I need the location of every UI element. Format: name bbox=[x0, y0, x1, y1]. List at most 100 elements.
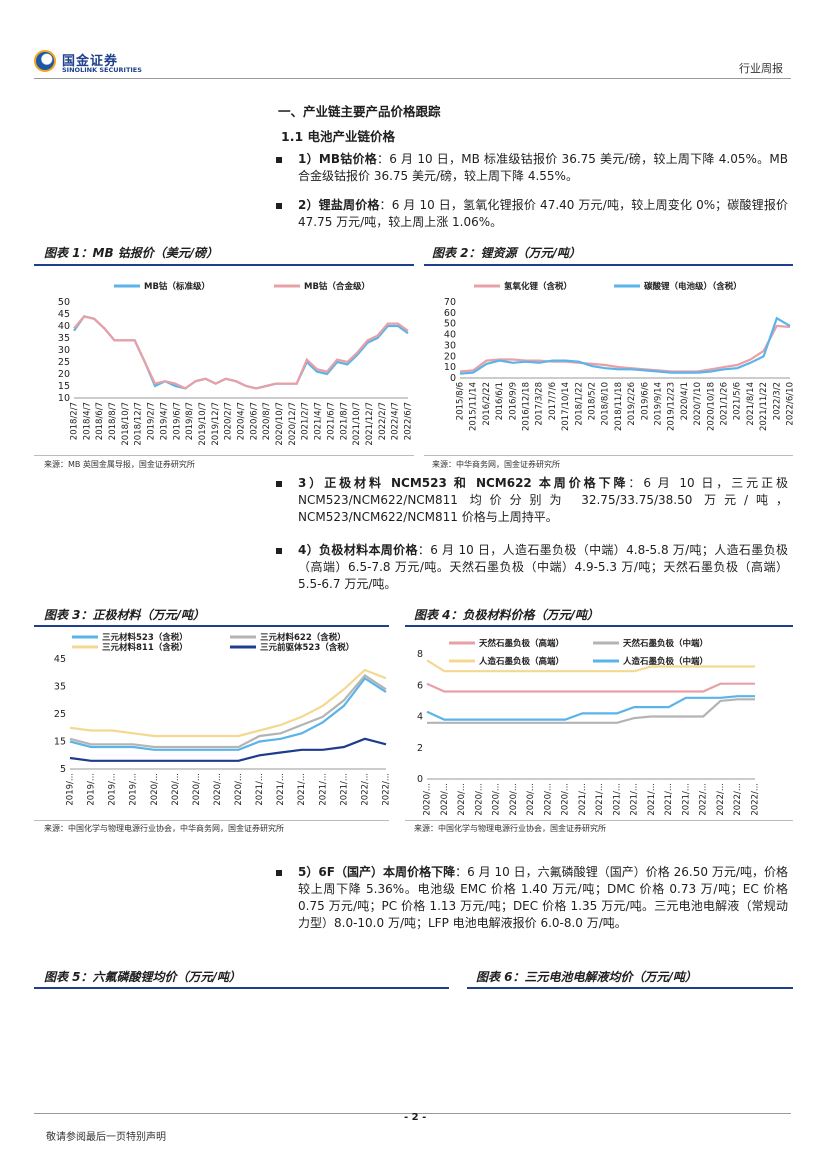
y-tick-label: 2 bbox=[417, 743, 423, 754]
logo-chinese-name: 国金证券 bbox=[62, 54, 119, 69]
x-tick-label: 2018/4/7 bbox=[82, 402, 92, 440]
x-tick-label: 2019/... bbox=[66, 773, 76, 806]
x-tick-label: 2019/... bbox=[129, 773, 139, 806]
y-tick-label: 10 bbox=[58, 393, 70, 404]
x-tick-label: 2020/12/7 bbox=[288, 402, 298, 446]
x-tick-label: 2021/12/7 bbox=[365, 402, 375, 446]
x-tick-label: 2022/2/7 bbox=[378, 402, 388, 440]
x-tick-label: 2021/... bbox=[647, 783, 657, 816]
report-type-label: 行业周报 bbox=[739, 62, 783, 75]
figure-2-bottom-rule bbox=[424, 455, 793, 456]
y-tick-label: 70 bbox=[444, 297, 456, 308]
x-tick-label: 2021/... bbox=[630, 783, 640, 816]
figure-4-bottom-rule bbox=[405, 820, 793, 821]
page-number: - 2 - bbox=[404, 1112, 427, 1123]
legend-label: 三元材料811（含税） bbox=[102, 642, 188, 653]
figure-3-bottom-rule bbox=[34, 820, 389, 821]
series-line-1 bbox=[69, 676, 387, 751]
header-divider bbox=[34, 78, 791, 79]
bullet-anode-price: 4）负极材料本周价格：6 月 10 日，人造石墨负极（中端）4.8-5.8 万/… bbox=[298, 542, 788, 593]
x-tick-label: 2021/... bbox=[664, 783, 674, 816]
x-tick-label: 2018/8/7 bbox=[108, 402, 118, 440]
figure-2-title: 图表 2：锂资源（万元/吨） bbox=[432, 246, 581, 260]
x-tick-label: 2020/... bbox=[440, 783, 450, 816]
x-tick-label: 2018/10/7 bbox=[121, 402, 131, 446]
figure-6-title: 图表 6：三元电池电解液均价（万元/吨） bbox=[476, 970, 697, 984]
section-heading: 一、产业链主要产品价格跟踪 bbox=[278, 104, 441, 119]
figure-4-title-rule bbox=[405, 625, 793, 627]
x-tick-label: 2020/7/10 bbox=[693, 382, 703, 426]
x-tick-label: 2020/... bbox=[150, 773, 160, 806]
figure-1-bottom-rule bbox=[34, 455, 414, 456]
x-tick-label: 2021/8/14 bbox=[746, 382, 756, 426]
figure-2-source: 来源：中华商务网，国金证券研究所 bbox=[432, 460, 560, 469]
y-tick-label: 45 bbox=[54, 654, 66, 665]
bullet-electrolyte-text: ：6 月 10 日，六氟磷酸锂（国产）价格 26.50 万元/吨，价格较上周下降… bbox=[298, 865, 788, 930]
bullet-marker bbox=[276, 548, 282, 554]
x-tick-label: 2020/... bbox=[474, 783, 484, 816]
x-tick-label: 2021/11/22 bbox=[759, 382, 769, 431]
y-tick-label: 20 bbox=[58, 369, 70, 380]
x-tick-label: 2019/4/7 bbox=[159, 402, 169, 440]
legend-label: 天然石墨负极（高端） bbox=[479, 638, 564, 649]
x-tick-label: 2019/12/7 bbox=[211, 402, 221, 446]
x-tick-label: 2020/... bbox=[509, 783, 519, 816]
x-tick-label: 2021/4/7 bbox=[314, 402, 324, 440]
y-tick-label: 15 bbox=[54, 737, 66, 748]
bullet-cobalt-text: ：6 月 10 日，MB 标准级钴报价 36.75 美元/磅，较上周下降 4.0… bbox=[298, 152, 788, 183]
y-tick-label: 0 bbox=[417, 774, 423, 785]
x-tick-label: 2021/... bbox=[318, 773, 328, 806]
bullet-marker bbox=[276, 203, 282, 209]
y-tick-label: 10 bbox=[444, 362, 456, 373]
x-tick-label: 2021/10/7 bbox=[352, 402, 362, 446]
series-line-3 bbox=[69, 668, 387, 738]
x-tick-label: 2017/7/6 bbox=[548, 382, 558, 420]
series-line-2 bbox=[427, 698, 755, 724]
bullet-anode-title: 4）负极材料本周价格 bbox=[298, 543, 418, 557]
y-tick-label: 50 bbox=[58, 297, 70, 308]
x-tick-label: 2020/... bbox=[234, 773, 244, 806]
x-tick-label: 2022/... bbox=[733, 783, 743, 816]
y-tick-label: 40 bbox=[58, 321, 70, 332]
x-tick-label: 2021/... bbox=[276, 773, 286, 806]
x-tick-label: 2019/6/6 bbox=[640, 382, 650, 420]
x-tick-label: 2019/... bbox=[108, 773, 118, 806]
figure-3-title-rule bbox=[34, 625, 389, 627]
x-tick-label: 2019/9/14 bbox=[654, 382, 664, 426]
x-tick-label: 2018/11/18 bbox=[614, 382, 624, 431]
y-tick-label: 30 bbox=[444, 340, 456, 351]
series-line-4 bbox=[69, 737, 387, 762]
y-tick-label: 5 bbox=[60, 764, 66, 775]
x-tick-label: 2018/8/10 bbox=[601, 382, 611, 426]
x-tick-label: 2018/5/2 bbox=[588, 382, 598, 420]
x-tick-label: 2020/... bbox=[561, 783, 571, 816]
legend-label: MB钴（合金级） bbox=[304, 281, 370, 292]
bullet-marker bbox=[276, 870, 282, 876]
x-tick-label: 2021/1/26 bbox=[720, 382, 730, 426]
x-tick-label: 2022/... bbox=[716, 783, 726, 816]
x-tick-label: 2021/8/7 bbox=[339, 402, 349, 440]
logo-english-name: SINOLINK SECURITIES bbox=[62, 66, 142, 74]
legend-label: 三元材料523（含税） bbox=[102, 632, 188, 643]
legend-label: 碳酸锂（电池级）（含税） bbox=[644, 281, 742, 292]
x-tick-label: 2021/... bbox=[681, 783, 691, 816]
series-line-1 bbox=[426, 682, 755, 693]
x-tick-label: 2018/1/22 bbox=[574, 382, 584, 426]
series-line-4 bbox=[426, 695, 755, 721]
x-tick-label: 2020/... bbox=[457, 783, 467, 816]
x-tick-label: 2022/... bbox=[699, 783, 709, 816]
bullet-electrolyte-price: 5）6F（国产）本周价格下降：6 月 10 日，六氟磷酸锂（国产）价格 26.5… bbox=[298, 864, 788, 932]
x-tick-label: 2018/12/7 bbox=[134, 402, 144, 446]
y-tick-label: 20 bbox=[444, 351, 456, 362]
legend-label: 三元前驱体523（含税） bbox=[260, 642, 354, 653]
x-tick-label: 2020/... bbox=[192, 773, 202, 806]
y-tick-label: 30 bbox=[58, 345, 70, 356]
bullet-cobalt-price: 1）MB钴价格：6 月 10 日，MB 标准级钴报价 36.75 美元/磅，较上… bbox=[298, 151, 788, 185]
figure-3-title: 图表 3：正极材料（万元/吨） bbox=[44, 608, 205, 622]
legend-label: 三元材料622（含税） bbox=[260, 632, 346, 643]
bullet-marker bbox=[276, 157, 282, 163]
figure-4-source: 来源：中国化学与物理电源行业协会，国金证券研究所 bbox=[414, 824, 606, 833]
bullet-cathode-title: 3）正极材料 NCM523 和 NCM622 本周价格下降 bbox=[298, 476, 629, 490]
